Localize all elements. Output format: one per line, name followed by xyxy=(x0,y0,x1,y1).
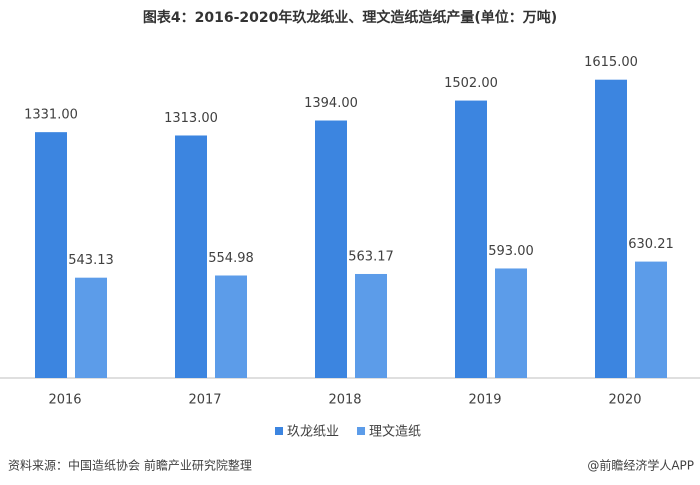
x-tick-label: 2016 xyxy=(48,393,81,408)
x-tick-label: 2017 xyxy=(188,393,221,408)
value-label: 1502.00 xyxy=(444,76,498,91)
x-tick-label: 2020 xyxy=(608,393,641,408)
bar xyxy=(315,120,347,379)
x-tick-label: 2018 xyxy=(328,393,361,408)
legend-swatch xyxy=(357,427,366,435)
legend-label: 理文造纸 xyxy=(369,425,421,440)
bar xyxy=(635,261,667,378)
credit: @前瞻经济学人APP xyxy=(587,458,694,473)
bar xyxy=(355,273,387,378)
bar xyxy=(75,277,107,378)
value-label: 554.98 xyxy=(208,251,254,266)
chart-title: 图表4：2016-2020年玖龙纸业、理文造纸造纸产量(单位：万吨) xyxy=(143,9,557,26)
bar xyxy=(215,275,247,378)
value-label: 593.00 xyxy=(488,244,534,259)
bar xyxy=(175,135,207,378)
value-label: 1331.00 xyxy=(24,108,78,123)
value-label: 1394.00 xyxy=(304,96,358,111)
bar xyxy=(35,132,67,378)
source: 资料来源：中国造纸协会 前瞻产业研究院整理 xyxy=(8,458,252,473)
value-label: 1615.00 xyxy=(584,55,638,70)
value-label: 543.13 xyxy=(68,253,114,268)
bar xyxy=(595,79,627,378)
bar xyxy=(455,100,487,378)
bar xyxy=(495,268,527,378)
value-label: 630.21 xyxy=(628,237,674,252)
value-label: 563.17 xyxy=(348,249,394,264)
legend-swatch xyxy=(275,427,283,435)
x-tick-label: 2019 xyxy=(468,393,501,408)
value-label: 1313.00 xyxy=(164,111,218,126)
legend-label: 玖龙纸业 xyxy=(287,424,339,440)
